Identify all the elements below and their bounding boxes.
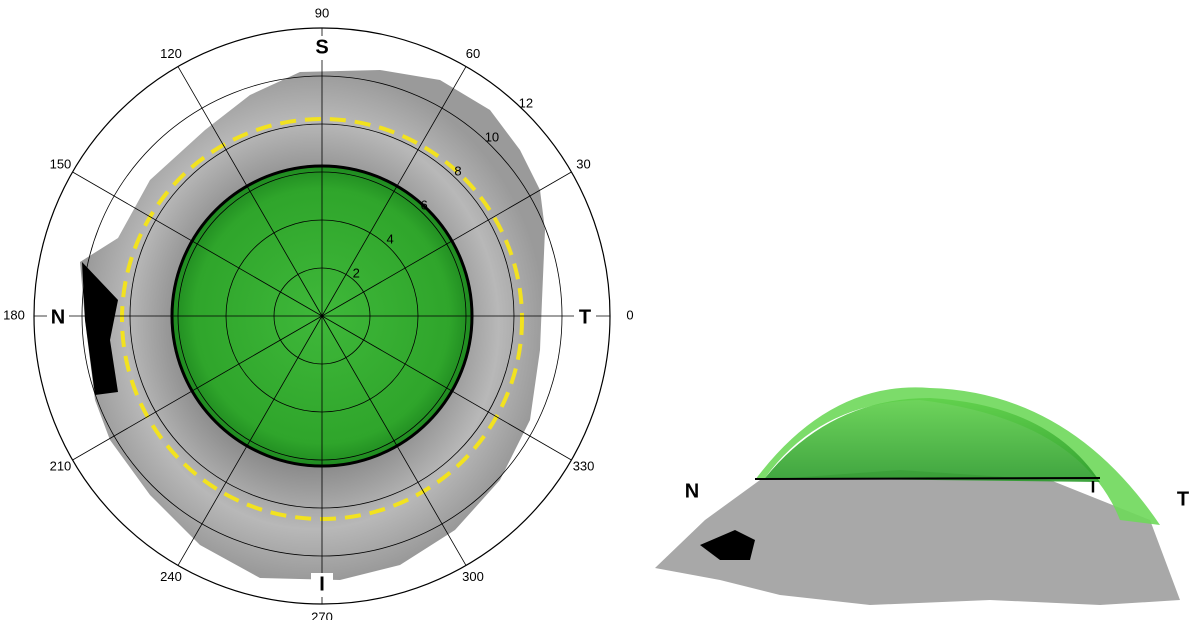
angle-label: 240 <box>160 569 182 584</box>
angle-label: 60 <box>466 46 480 61</box>
angle-label: 150 <box>50 156 72 171</box>
direction-label: N <box>51 306 65 328</box>
angle-label: 270 <box>311 609 333 620</box>
direction-label: T <box>579 306 591 328</box>
marker-label: I <box>1091 477 1096 496</box>
angle-label: 300 <box>462 569 484 584</box>
spoke <box>321 315 467 566</box>
label-bg <box>311 573 333 597</box>
spoke <box>177 66 323 317</box>
ring-label: 4 <box>387 231 394 246</box>
spoke <box>177 315 323 566</box>
ring-label: 12 <box>519 96 533 111</box>
angle-label: 90 <box>315 5 329 20</box>
label-bg <box>47 306 69 330</box>
spoke <box>72 315 323 461</box>
spoke <box>321 66 467 317</box>
spoke <box>321 171 572 317</box>
lens-edge <box>754 477 1101 480</box>
profile-view: N TI <box>655 387 1189 605</box>
angle-label: 210 <box>50 458 72 473</box>
ring-label: 8 <box>454 163 461 178</box>
angle-label: 0 <box>626 307 633 322</box>
ring-label: 6 <box>420 197 427 212</box>
direction-label: I <box>319 573 325 595</box>
eye-image <box>80 70 545 580</box>
label-bg <box>311 36 333 60</box>
spoke <box>72 171 323 317</box>
direction-label: S <box>315 36 328 58</box>
label-bg <box>574 306 596 330</box>
angle-label: 120 <box>160 46 182 61</box>
angle-label: 180 <box>3 307 25 322</box>
angle-label: 30 <box>576 156 590 171</box>
direction-label: N <box>685 480 699 502</box>
spoke <box>321 315 572 461</box>
ring-label: 2 <box>353 265 360 280</box>
direction-label: T <box>1177 488 1189 510</box>
angle-label: 330 <box>573 458 595 473</box>
ring-label: 10 <box>485 129 499 144</box>
